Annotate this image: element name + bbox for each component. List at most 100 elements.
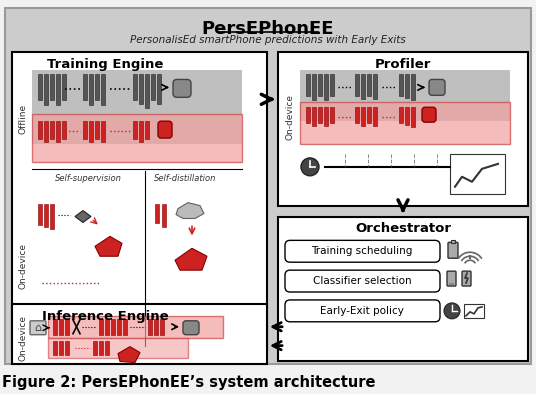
Bar <box>154 319 158 335</box>
Bar <box>59 319 63 335</box>
Bar <box>32 69 242 144</box>
Bar <box>306 74 310 97</box>
Polygon shape <box>176 203 204 219</box>
Bar <box>133 74 137 100</box>
Polygon shape <box>95 236 122 256</box>
FancyBboxPatch shape <box>158 121 172 138</box>
Bar <box>160 319 164 335</box>
Bar <box>330 74 334 97</box>
Bar <box>111 319 115 335</box>
Bar <box>361 107 365 126</box>
FancyBboxPatch shape <box>448 242 458 258</box>
Bar <box>12 304 267 364</box>
Bar <box>145 74 149 108</box>
Bar <box>95 74 99 100</box>
Bar <box>50 204 54 229</box>
Text: Inference Engine: Inference Engine <box>42 310 168 323</box>
Bar <box>133 121 137 139</box>
FancyBboxPatch shape <box>285 240 440 262</box>
FancyBboxPatch shape <box>429 80 445 95</box>
Bar <box>38 121 42 139</box>
Bar <box>105 319 109 335</box>
FancyBboxPatch shape <box>285 300 440 322</box>
Bar <box>44 74 48 105</box>
Bar <box>306 107 310 123</box>
Bar <box>451 240 455 243</box>
Bar <box>53 319 57 335</box>
Bar <box>62 74 66 100</box>
Text: Self-distillation: Self-distillation <box>154 174 216 183</box>
Bar <box>162 204 166 227</box>
Bar <box>101 74 105 105</box>
Text: ⌂: ⌂ <box>34 323 42 333</box>
Bar <box>157 74 161 104</box>
FancyBboxPatch shape <box>183 321 199 335</box>
Bar <box>50 121 54 139</box>
Text: Offline: Offline <box>19 104 27 134</box>
Bar <box>38 204 42 225</box>
FancyBboxPatch shape <box>30 321 46 335</box>
Bar <box>48 338 188 357</box>
Text: On-device: On-device <box>19 243 27 289</box>
Bar <box>318 107 322 123</box>
Text: On-device: On-device <box>19 315 27 361</box>
Bar <box>38 74 42 100</box>
Bar <box>44 121 48 142</box>
Bar <box>300 102 510 144</box>
Bar <box>155 204 159 223</box>
FancyBboxPatch shape <box>285 270 440 292</box>
Bar <box>450 154 505 194</box>
Bar <box>48 316 223 338</box>
Bar <box>330 107 334 123</box>
FancyBboxPatch shape <box>422 107 436 122</box>
Bar <box>83 74 87 100</box>
FancyBboxPatch shape <box>447 271 456 286</box>
Bar <box>399 74 403 97</box>
Text: Early-Exit policy: Early-Exit policy <box>320 306 404 316</box>
Bar <box>399 107 403 123</box>
Bar <box>464 304 484 318</box>
Text: Self-supervision: Self-supervision <box>55 174 122 183</box>
Bar <box>32 114 242 162</box>
Bar <box>324 74 328 100</box>
Bar <box>278 217 528 361</box>
Bar <box>95 121 99 139</box>
Text: Training Engine: Training Engine <box>47 58 163 71</box>
Bar <box>312 107 316 126</box>
Bar <box>89 74 93 105</box>
Bar <box>139 121 143 142</box>
Bar <box>145 121 149 139</box>
Bar <box>148 319 152 335</box>
Bar <box>318 74 322 97</box>
Bar <box>373 74 377 99</box>
Text: On-device: On-device <box>286 94 294 140</box>
Text: Profiler: Profiler <box>375 58 431 71</box>
Bar <box>56 121 60 142</box>
Bar <box>101 121 105 142</box>
Text: Training scheduling: Training scheduling <box>311 246 413 256</box>
Text: PersEPhonEE: PersEPhonEE <box>202 20 334 38</box>
Bar <box>411 74 415 100</box>
Bar <box>405 74 409 98</box>
Bar <box>355 74 359 97</box>
Polygon shape <box>75 210 91 223</box>
Bar <box>83 121 87 139</box>
Bar <box>373 107 377 126</box>
Text: Classifier selection: Classifier selection <box>312 276 411 286</box>
Bar <box>367 74 371 97</box>
Bar <box>324 107 328 126</box>
Bar <box>99 319 103 335</box>
FancyBboxPatch shape <box>173 80 191 97</box>
Text: PersonalisEd smartPhone predictions with Early Exits: PersonalisEd smartPhone predictions with… <box>130 35 406 45</box>
Bar <box>312 74 316 100</box>
Bar <box>44 204 48 227</box>
Bar <box>355 107 359 123</box>
Bar <box>62 121 66 139</box>
Bar <box>59 341 63 355</box>
Bar <box>123 319 127 335</box>
Bar <box>65 341 69 355</box>
Bar <box>12 52 267 349</box>
Bar <box>93 341 97 355</box>
Circle shape <box>301 158 319 176</box>
Bar <box>151 74 155 100</box>
